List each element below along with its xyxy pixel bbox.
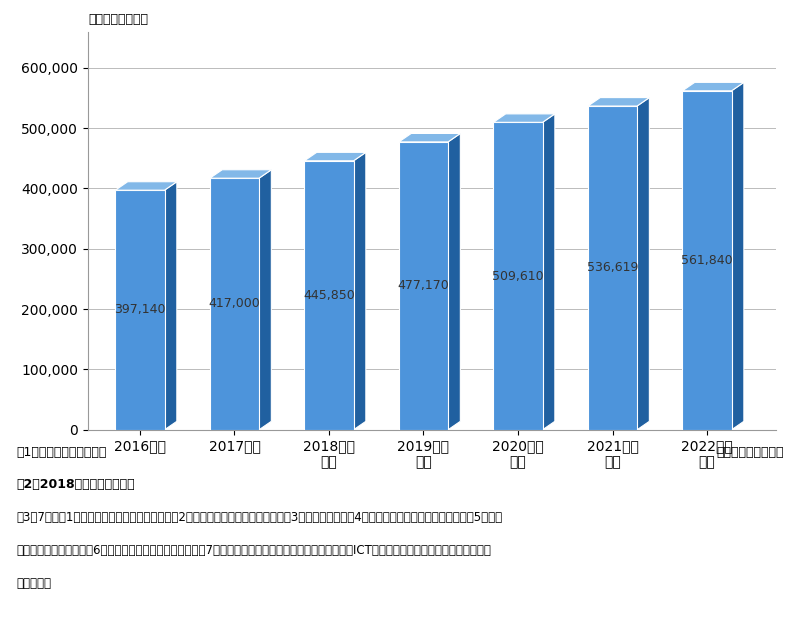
Polygon shape bbox=[115, 182, 177, 190]
Text: 417,000: 417,000 bbox=[209, 298, 260, 310]
Polygon shape bbox=[542, 114, 555, 430]
Text: 象とした。: 象とした。 bbox=[16, 577, 51, 590]
Text: （単位：百万円）: （単位：百万円） bbox=[88, 13, 148, 26]
Polygon shape bbox=[354, 152, 366, 430]
Polygon shape bbox=[305, 152, 366, 161]
Text: 電子化・ペーパレス化、6．人事・労務・総務・健康経営、7．業種特化型および個別ソリューション）のICT製品・サービス・ソリューションを対: 電子化・ペーパレス化、6．人事・労務・総務・健康経営、7．業種特化型および個別ソ… bbox=[16, 544, 491, 557]
Polygon shape bbox=[448, 133, 460, 430]
Text: 445,850: 445,850 bbox=[303, 289, 355, 301]
Polygon shape bbox=[305, 161, 354, 430]
Polygon shape bbox=[731, 82, 744, 430]
Polygon shape bbox=[494, 123, 542, 430]
Polygon shape bbox=[682, 91, 731, 430]
Text: 注3．7領域（1．環境（ファシリティ・設備）、2．テレワーク・モバイルワーク、3．業務サポート、4．コミュニケーション・情報共有、5．文書: 注3．7領域（1．環境（ファシリティ・設備）、2．テレワーク・モバイルワーク、3… bbox=[16, 511, 502, 525]
Polygon shape bbox=[165, 182, 177, 430]
Polygon shape bbox=[399, 142, 448, 430]
Text: 536,619: 536,619 bbox=[587, 262, 638, 274]
Text: 矢野経済研究所調べ: 矢野経済研究所調べ bbox=[717, 446, 784, 459]
Polygon shape bbox=[399, 133, 460, 142]
Text: 509,610: 509,610 bbox=[492, 269, 544, 283]
Polygon shape bbox=[210, 178, 259, 430]
Text: 注2．2018年度以降は予測値: 注2．2018年度以降は予測値 bbox=[16, 478, 134, 492]
Polygon shape bbox=[259, 170, 271, 430]
Text: 561,840: 561,840 bbox=[681, 254, 733, 267]
Polygon shape bbox=[682, 82, 744, 91]
Polygon shape bbox=[494, 114, 555, 123]
Polygon shape bbox=[637, 97, 650, 430]
Text: 477,170: 477,170 bbox=[398, 279, 450, 293]
Polygon shape bbox=[588, 106, 637, 430]
Polygon shape bbox=[115, 190, 165, 430]
Text: 注1．事業者売上高ベース: 注1．事業者売上高ベース bbox=[16, 446, 106, 459]
Polygon shape bbox=[210, 170, 271, 178]
Polygon shape bbox=[588, 97, 650, 106]
Text: 397,140: 397,140 bbox=[114, 303, 166, 317]
